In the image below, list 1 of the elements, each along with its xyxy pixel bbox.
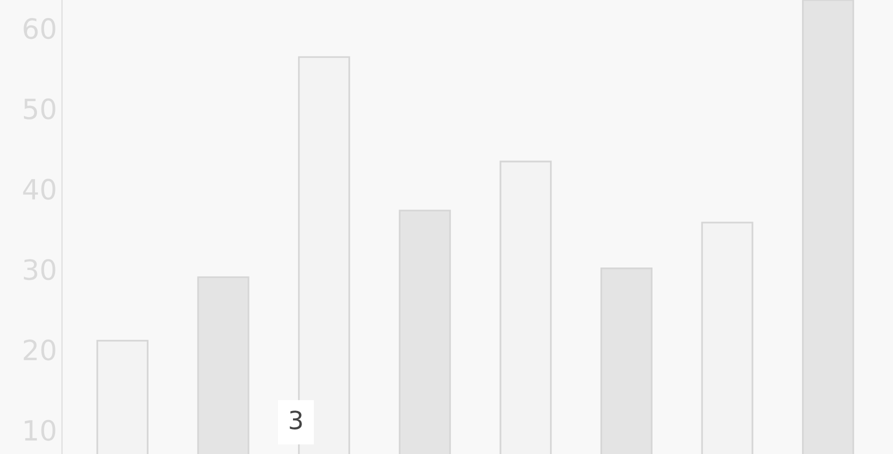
annotation: 3 <box>290 410 302 430</box>
